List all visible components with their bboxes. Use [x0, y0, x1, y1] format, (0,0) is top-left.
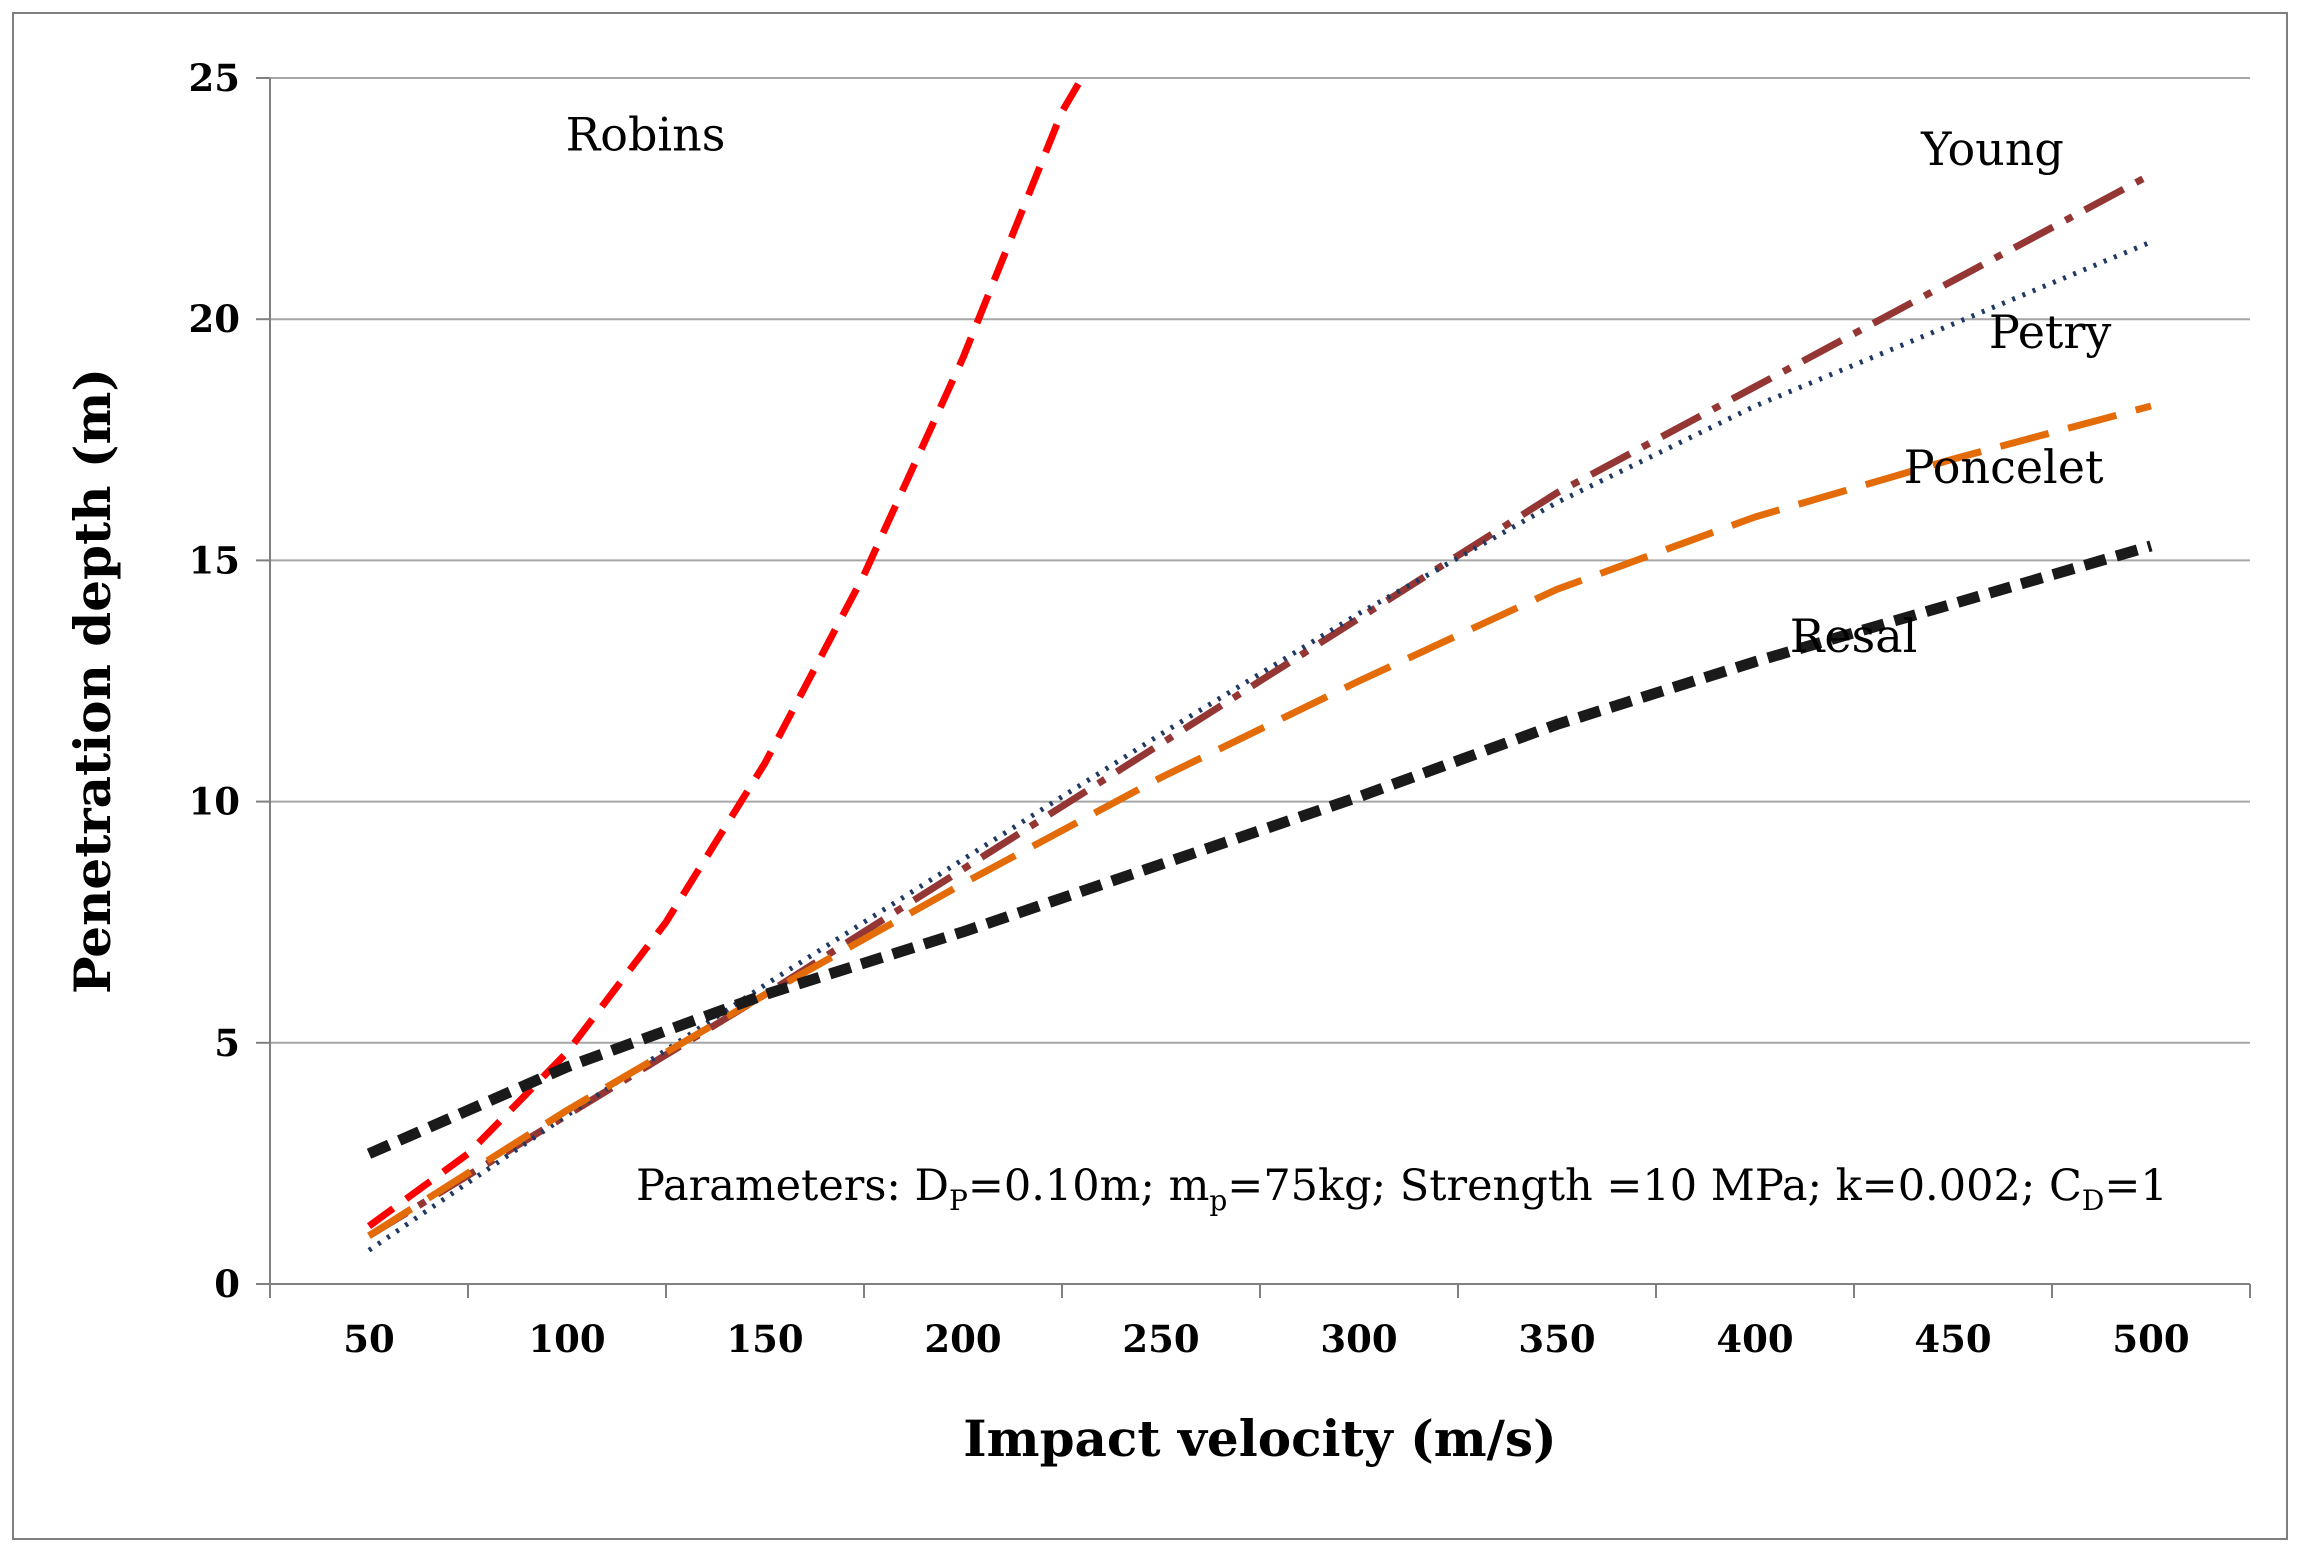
x-tick-label: 450	[1914, 1317, 1991, 1361]
x-tick-label: 350	[1518, 1317, 1595, 1361]
series-lines	[366, 76, 2153, 1253]
line-chart: 0 5 10 15 20 25 50 100 150 200 250 300 350 400 450 500…	[63, 56, 2251, 1468]
series-labels: Robins Young Petry Poncelet Resal	[566, 107, 2112, 663]
x-tick-label: 100	[528, 1317, 605, 1361]
gridlines	[270, 77, 2250, 1044]
y-tick-label: 15	[189, 538, 241, 582]
x-tick-label: 200	[924, 1317, 1001, 1361]
series-line-young	[367, 171, 2153, 1239]
x-axis-title: Impact velocity (m/s)	[963, 1409, 1556, 1468]
y-tick-label: 20	[189, 297, 241, 341]
x-tick-label: 400	[1716, 1317, 1793, 1361]
x-tick-label: 250	[1122, 1317, 1199, 1361]
series-line-poncelet	[367, 402, 2152, 1239]
x-axis-ticks: 50 100 150 200 250 300 350 400 450 500	[269, 1284, 2251, 1361]
x-tick-label: 500	[2112, 1317, 2189, 1361]
series-label-robins: Robins	[566, 107, 726, 161]
x-tick-label: 50	[343, 1317, 395, 1361]
series-label-poncelet: Poncelet	[1904, 440, 2104, 494]
x-tick-label: 300	[1320, 1317, 1397, 1361]
parameters-annotation: Parameters: DP=0.10m; mp=75kg; Strength …	[636, 1161, 2168, 1217]
series-label-young: Young	[1920, 122, 2064, 176]
y-axis-title: Penetration depth (m)	[63, 368, 122, 994]
y-tick-label: 5	[214, 1021, 240, 1065]
series-line-petry	[367, 239, 2152, 1253]
chart-frame: 0 5 10 15 20 25 50 100 150 200 250 300 350 400 450 500…	[12, 12, 2288, 1540]
y-tick-label: 0	[214, 1262, 240, 1306]
series-line-robins	[366, 76, 1085, 1229]
y-tick-label: 10	[189, 780, 241, 824]
x-tick-label: 150	[726, 1317, 803, 1361]
y-tick-label: 25	[189, 56, 241, 100]
series-label-resal: Resal	[1790, 609, 1918, 663]
y-axis-ticks: 0 5 10 15 20 25	[189, 56, 270, 1306]
series-label-petry: Petry	[1989, 305, 2112, 359]
